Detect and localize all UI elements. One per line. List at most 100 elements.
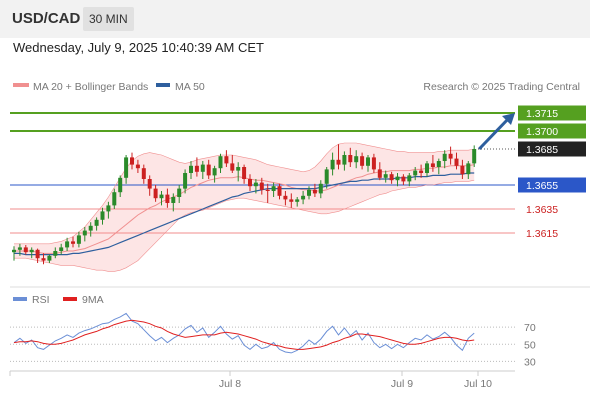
x-axis: Jul 8 Jul 9 Jul 10 <box>219 371 492 390</box>
price-levels <box>10 112 515 234</box>
rsi-legend-label: RSI <box>32 294 50 306</box>
candle-body <box>330 159 335 170</box>
candle-body <box>301 195 306 200</box>
candle <box>425 161 429 177</box>
pivot-label: 1.3655 <box>526 180 558 192</box>
rsi-line <box>13 312 475 354</box>
candle-body <box>430 163 435 167</box>
candle-body <box>65 241 70 248</box>
x-tick-label: Jul 8 <box>219 378 241 390</box>
candle <box>76 231 81 248</box>
candle-body <box>159 194 164 199</box>
resistance-tag <box>518 123 586 139</box>
candle-body <box>366 157 370 166</box>
candle <box>230 155 235 173</box>
resistance-label: 1.3700 <box>526 126 558 138</box>
candle <box>407 173 412 187</box>
target-arrow-shaft <box>478 116 511 151</box>
last-price-label: 1.3685 <box>526 144 558 156</box>
candle-body <box>76 235 81 244</box>
candle <box>94 217 99 231</box>
header-bar: USD/CAD 30 MIN <box>0 0 590 38</box>
candle-body <box>354 156 359 163</box>
candle <box>312 183 317 197</box>
candle <box>153 185 158 202</box>
candle-body <box>295 199 300 202</box>
candle <box>224 150 229 167</box>
x-tick-label: Jul 10 <box>464 378 492 390</box>
candle <box>141 164 146 184</box>
candle <box>472 145 477 167</box>
candles <box>12 144 477 265</box>
candle <box>360 152 365 170</box>
candle-body <box>147 179 152 189</box>
candle-body <box>413 170 418 176</box>
candle-body <box>265 189 270 191</box>
candle-body <box>407 175 412 182</box>
candle <box>289 193 294 208</box>
candle <box>165 188 170 208</box>
level-labels: 1.3715 1.3700 1.3685 1.3655 1.3635 1.3615 <box>478 105 586 240</box>
candle <box>324 167 329 189</box>
candle <box>35 248 40 263</box>
candle <box>295 197 300 207</box>
candle-body <box>112 192 117 206</box>
candle-body <box>360 156 365 166</box>
candle <box>212 165 217 183</box>
candle-body <box>53 251 58 256</box>
bollinger-upper-line <box>14 142 475 245</box>
candle <box>106 201 111 219</box>
candle-body <box>377 169 382 178</box>
candle-body <box>71 241 75 244</box>
candle <box>17 243 22 256</box>
candle-body <box>23 247 28 253</box>
candle-body <box>118 177 123 193</box>
candle-body <box>248 179 252 187</box>
candle <box>71 236 75 248</box>
candle <box>401 174 406 185</box>
candle <box>248 174 252 191</box>
candle <box>413 167 418 181</box>
candle-body <box>454 158 459 166</box>
candle-body <box>436 161 441 167</box>
candle-body <box>277 186 282 196</box>
candle-body <box>130 157 134 165</box>
candle-body <box>100 211 105 220</box>
candle <box>194 157 199 177</box>
candle-body <box>395 176 400 181</box>
candle-body <box>271 186 276 191</box>
rsi-legend: RSI 9MA <box>13 294 104 306</box>
candle-body <box>348 155 353 163</box>
target-arrow <box>478 113 515 151</box>
support-label: 1.3635 <box>526 204 558 216</box>
candle-body <box>165 194 170 203</box>
candle-body <box>200 164 205 172</box>
credit-label: Research © 2025 Trading Central <box>423 81 580 93</box>
candle <box>118 175 123 197</box>
candle <box>336 144 341 170</box>
candle-body <box>94 219 99 226</box>
candle <box>265 183 270 203</box>
rsi-tick-label: 50 <box>524 339 536 351</box>
candle <box>147 175 152 196</box>
candle-body <box>124 157 129 178</box>
candle <box>124 155 129 184</box>
candle <box>218 153 223 173</box>
candle <box>12 246 16 261</box>
timeframe-button[interactable]: 30 MIN <box>83 7 134 31</box>
candle <box>47 254 52 263</box>
candle-body <box>153 188 158 199</box>
candle <box>242 164 247 184</box>
rsi-panel: 70 50 30 <box>10 312 536 368</box>
rsi-tick-label: 70 <box>524 322 536 334</box>
candle-body <box>230 163 235 171</box>
bollinger-legend-swatch <box>13 83 29 87</box>
candle-body <box>106 205 111 212</box>
rsi-ma-legend-swatch <box>63 297 77 301</box>
candle-body <box>194 165 199 172</box>
candle-body <box>324 169 329 184</box>
candle-body <box>12 249 16 253</box>
candle-body <box>401 176 406 182</box>
candle <box>430 155 435 172</box>
candle <box>354 150 359 169</box>
